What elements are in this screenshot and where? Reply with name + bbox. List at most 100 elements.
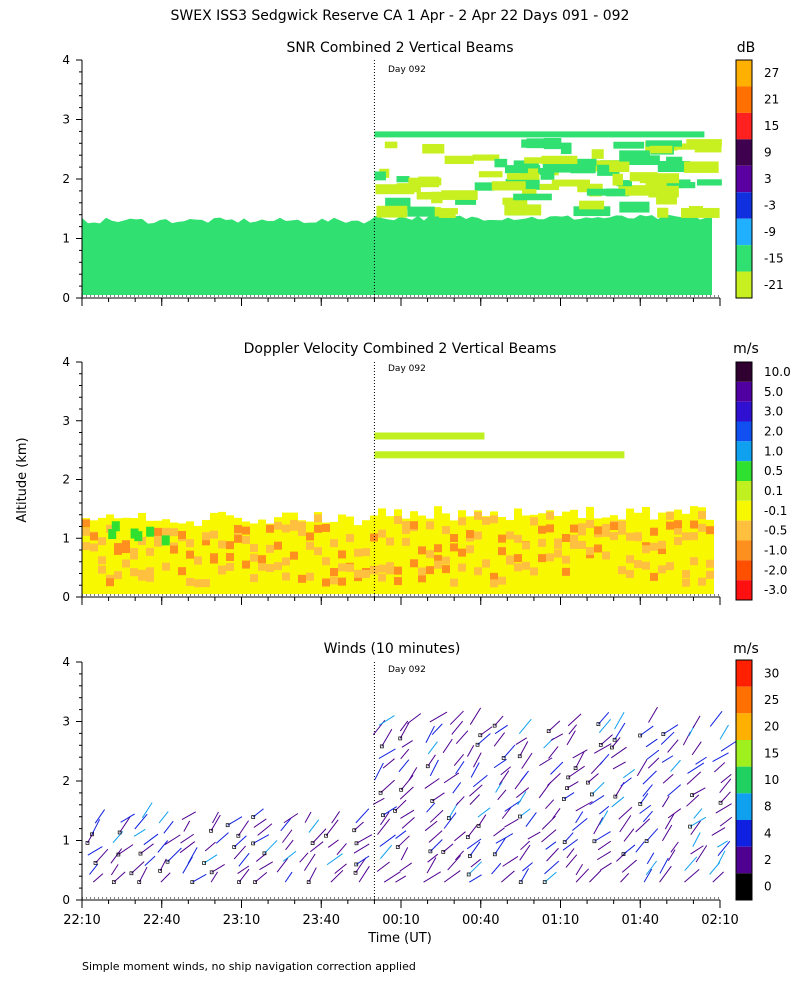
velocity-cell	[98, 537, 106, 546]
wind-barb	[401, 740, 413, 748]
wind-barb	[664, 813, 675, 830]
calm-wind-marker	[518, 880, 523, 885]
velocity-cell	[266, 523, 274, 595]
velocity-cell	[482, 559, 490, 568]
colorbar-label: 27	[764, 66, 779, 80]
snr-patch	[513, 160, 539, 169]
wind-barb	[575, 868, 590, 883]
wind-barb	[716, 850, 726, 866]
wind-barb	[382, 758, 395, 769]
snr-patch	[684, 161, 719, 173]
colorbar-segment	[736, 580, 752, 600]
velocity-cell	[586, 546, 594, 555]
wind-barb	[575, 811, 584, 824]
colorbar-segment	[736, 461, 752, 481]
snr-patch	[478, 171, 503, 178]
velocity-cell	[362, 548, 370, 557]
colorbar-label: 0	[764, 880, 772, 894]
wind-barb	[237, 865, 250, 874]
wind-barb	[378, 715, 395, 726]
wind-barb	[469, 784, 483, 797]
velocity-cell	[602, 528, 610, 537]
wind-barb	[493, 732, 505, 747]
calm-wind-marker	[542, 880, 547, 885]
wind-barb	[285, 839, 294, 851]
velocity-cell	[114, 518, 122, 595]
wind-barb	[432, 792, 445, 802]
velocity-cell	[130, 551, 138, 560]
calm-wind-marker	[612, 737, 617, 742]
wind-barb	[635, 841, 645, 853]
calm-wind-marker	[310, 841, 315, 845]
snr-patch	[376, 205, 408, 218]
velocity-cell	[682, 532, 690, 541]
colorbar-segment	[736, 713, 752, 740]
x-tick-label: 22:10	[63, 913, 100, 928]
velocity-cell	[330, 539, 338, 548]
velocity-cell	[154, 538, 162, 547]
colorbar-label: 4	[764, 826, 772, 840]
snr-patch	[504, 204, 542, 216]
velocity-cell	[234, 534, 242, 543]
y-tick-label: 4	[62, 355, 70, 369]
wind-barb	[280, 817, 292, 832]
y-tick-label: 2	[62, 473, 70, 487]
wind-barb	[398, 759, 410, 773]
velocity-cell	[474, 567, 482, 576]
figure-title: SWEX ISS3 Sedgwick Reserve CA 1 Apr - 2 …	[171, 8, 630, 24]
wind-barb	[238, 852, 250, 867]
velocity-cell	[538, 554, 546, 563]
velocity-cell	[354, 569, 362, 578]
calm-wind-marker	[116, 852, 121, 857]
calm-wind-marker	[518, 814, 522, 819]
velocity-cell	[578, 540, 586, 549]
wind-barb	[443, 812, 457, 829]
wind-barb	[179, 841, 196, 854]
calm-wind-marker	[354, 841, 359, 846]
velocity-cell	[138, 512, 146, 595]
velocity-cell	[690, 520, 698, 529]
snr-patch	[441, 208, 458, 215]
colorbar-label: -15	[764, 251, 784, 265]
wind-barb	[545, 799, 555, 810]
wind-barb	[252, 834, 270, 844]
wind-barb	[187, 847, 198, 864]
snr-day-marker: Day 092	[388, 65, 426, 75]
wind-barb	[400, 847, 409, 861]
snr-patch	[522, 189, 537, 198]
velocity-cell	[146, 547, 154, 556]
snr-patch	[504, 165, 541, 174]
calm-wind-marker	[352, 828, 357, 833]
velocity-cell	[362, 570, 370, 579]
calm-wind-marker	[202, 861, 206, 865]
velocity-cell	[594, 518, 602, 595]
colorbar-label: 21	[764, 93, 779, 107]
snr-patch	[374, 171, 386, 181]
calm-wind-marker	[232, 845, 237, 849]
wind-barb	[472, 774, 488, 788]
wind-barb	[552, 807, 561, 820]
wind-barb	[614, 722, 626, 741]
wind-barb	[520, 868, 530, 883]
velocity-cell	[650, 542, 658, 551]
colorbar-label: 0.5	[764, 464, 783, 478]
velocity-cell	[522, 541, 530, 550]
velocity-cell	[490, 515, 498, 524]
snr-patch	[385, 197, 411, 210]
wind-barb	[477, 807, 491, 818]
wind-barb	[427, 754, 436, 767]
wind-barb	[430, 839, 443, 852]
velocity-cell	[370, 566, 378, 575]
snr-patch	[645, 140, 683, 147]
velocity-cell	[546, 553, 554, 562]
calm-wind-marker	[475, 742, 480, 747]
wind-barb	[163, 820, 174, 834]
colorbar-label: 25	[764, 693, 779, 707]
wind-barb	[480, 726, 493, 736]
colorbar-frame	[735, 59, 753, 299]
wind-barb	[477, 733, 491, 746]
velocity-cell	[698, 577, 706, 586]
wind-barb	[253, 818, 267, 828]
velocity-cell	[618, 520, 626, 529]
